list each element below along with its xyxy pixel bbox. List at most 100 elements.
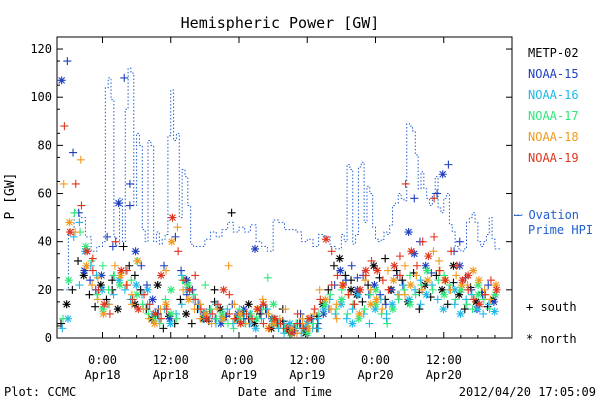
south-point	[378, 276, 387, 285]
south-point	[56, 319, 65, 328]
north-point	[80, 266, 89, 275]
south-point	[416, 300, 425, 309]
south-point	[125, 201, 134, 210]
x-axis-label: Date and Time	[238, 385, 332, 399]
x-tick-date: Apr18	[153, 368, 189, 382]
south-point	[309, 309, 318, 318]
south-point	[331, 309, 340, 318]
south-point	[93, 290, 102, 299]
north-point	[219, 285, 228, 294]
x-tick-time: 0:00	[225, 353, 254, 367]
north-point	[218, 314, 227, 323]
south-point	[264, 309, 273, 318]
north-point	[259, 300, 268, 309]
south-point	[93, 273, 102, 282]
south-point	[75, 218, 84, 227]
x-tick-date: Apr19	[221, 368, 257, 382]
north-point	[361, 266, 370, 275]
north-point	[347, 285, 356, 294]
north-point	[356, 285, 365, 294]
south-point	[144, 309, 153, 318]
north-point	[287, 329, 296, 338]
legend: METP-02 NOAA-15 NOAA-16 NOAA-17 NOAA-18 …	[514, 46, 593, 346]
south-point	[444, 160, 453, 169]
south-point	[411, 290, 420, 299]
south-point	[196, 305, 205, 314]
south-point	[462, 300, 471, 309]
legend-entry-noaa-15: NOAA-15	[528, 67, 579, 81]
north-point	[131, 247, 140, 256]
south-point	[455, 237, 464, 246]
north-point	[57, 76, 66, 85]
south-point	[367, 256, 376, 265]
north-point	[406, 281, 415, 290]
north-point	[239, 305, 248, 314]
north-point	[162, 300, 171, 309]
south-point	[224, 261, 233, 270]
south-point	[344, 290, 353, 299]
north-point	[389, 276, 398, 285]
south-point	[360, 305, 369, 314]
legend-entry-noaa-18: NOAA-18	[528, 130, 579, 144]
north-point	[244, 300, 253, 309]
north-point	[407, 247, 416, 256]
south-point	[137, 261, 146, 270]
south-point	[376, 290, 385, 299]
south-point	[395, 252, 404, 261]
north-point	[354, 314, 363, 323]
south-point	[484, 300, 493, 309]
south-point	[432, 271, 441, 280]
satellite-points	[56, 57, 501, 338]
south-point	[329, 261, 338, 270]
south-point	[103, 232, 112, 241]
south-point	[173, 223, 182, 232]
north-point	[235, 314, 244, 323]
north-point	[115, 281, 124, 290]
x-tick-time: 0:00	[361, 353, 390, 367]
north-point	[337, 300, 346, 309]
north-point	[354, 290, 363, 299]
south-point	[71, 179, 80, 188]
south-point	[191, 295, 200, 304]
south-point	[69, 232, 78, 241]
south-point	[337, 285, 346, 294]
legend-entry-noaa-19: NOAA-19	[528, 151, 579, 165]
south-point	[174, 247, 183, 256]
north-point	[113, 305, 122, 314]
north-point	[133, 256, 142, 265]
north-point	[64, 276, 73, 285]
north-point	[270, 314, 279, 323]
north-point	[371, 305, 380, 314]
south-point	[316, 295, 325, 304]
south-point	[332, 300, 341, 309]
north-point	[143, 285, 152, 294]
north-point	[474, 290, 483, 299]
north-point	[201, 309, 210, 318]
north-point	[270, 319, 279, 328]
north-point	[404, 228, 413, 237]
south-point	[395, 271, 404, 280]
north-point	[469, 266, 478, 275]
south-point	[314, 314, 323, 323]
legend-south-marker: + south	[526, 300, 577, 314]
north-point	[424, 252, 433, 261]
south-point	[223, 305, 232, 314]
south-point	[463, 281, 472, 290]
south-point	[142, 281, 151, 290]
south-point	[400, 290, 409, 299]
south-point	[400, 261, 409, 270]
south-point	[418, 237, 427, 246]
north-point	[202, 314, 211, 323]
north-point	[423, 266, 432, 275]
south-point	[75, 281, 84, 290]
north-point	[370, 281, 379, 290]
south-point	[127, 276, 136, 285]
north-point	[372, 295, 381, 304]
south-point	[177, 271, 186, 280]
y-axis-label: P [GW]	[3, 173, 18, 220]
south-point	[128, 295, 137, 304]
south-point	[177, 266, 186, 275]
south-point	[171, 232, 180, 241]
north-point	[269, 300, 278, 309]
north-point	[287, 324, 296, 333]
